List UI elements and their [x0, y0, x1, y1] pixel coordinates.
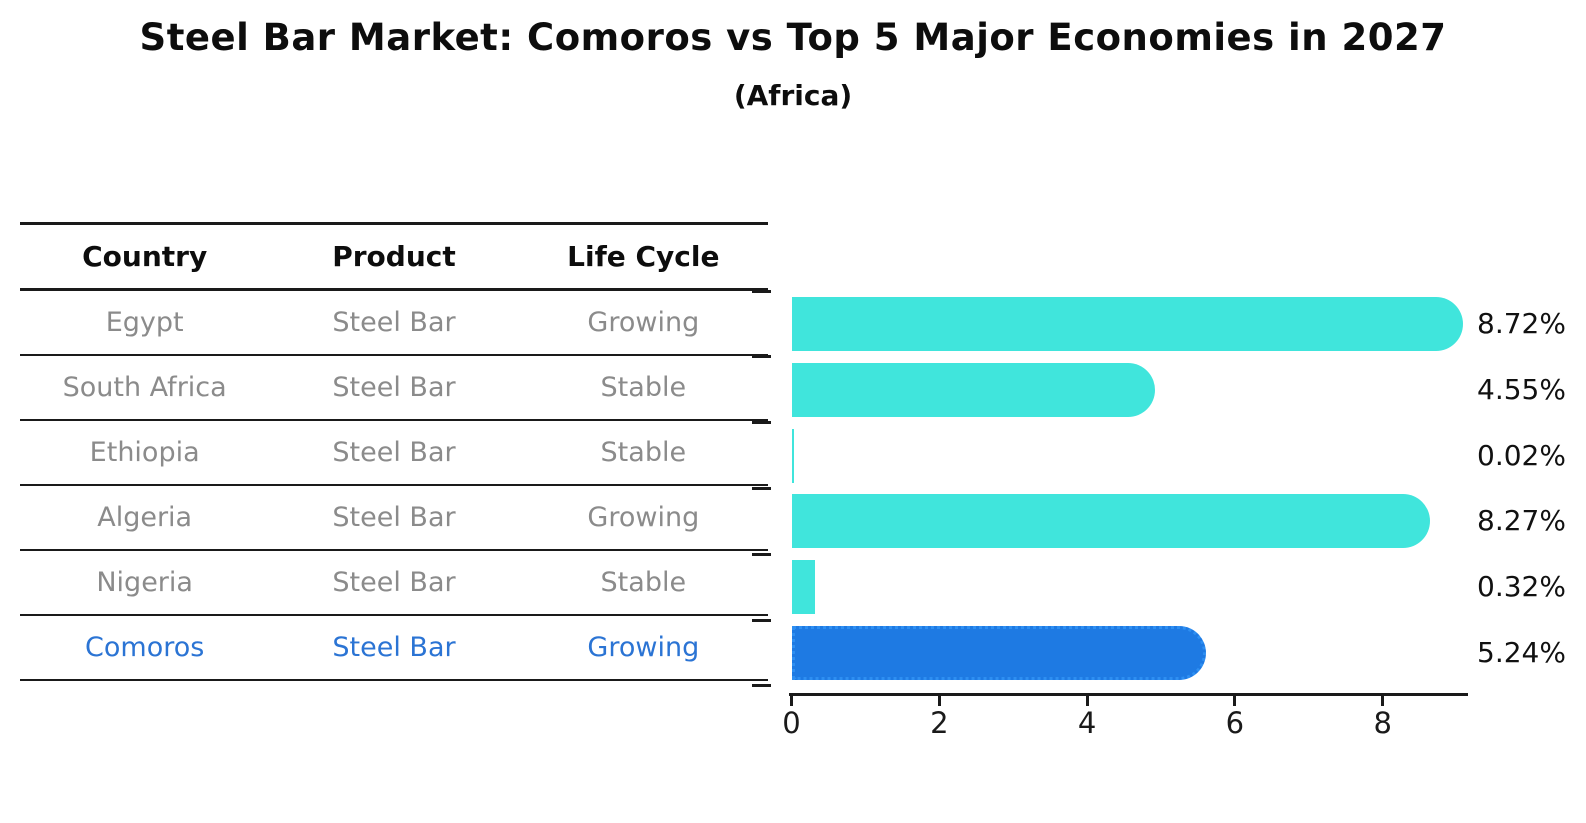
table-row: Ethiopia Steel Bar Stable: [20, 421, 768, 486]
x-axis-tick-label: 2: [930, 706, 949, 740]
value-label: 0.02%: [1477, 438, 1566, 472]
cell-product: Steel Bar: [332, 307, 456, 338]
y-axis-tick: [752, 421, 771, 425]
country-table: Country Product Life Cycle Egypt Steel Ba…: [20, 222, 768, 681]
y-axis-tick: [752, 552, 771, 556]
cell-life-cycle: Stable: [600, 372, 687, 403]
cell-country: Nigeria: [96, 567, 193, 598]
y-axis-tick: [752, 618, 771, 622]
bar-algeria: [791, 494, 1430, 549]
x-axis-tick: [1381, 694, 1385, 706]
x-axis-tick: [937, 694, 941, 706]
y-axis-tick: [752, 487, 771, 490]
table-row: Nigeria Steel Bar Stable: [20, 551, 768, 616]
column-header-product: Product: [332, 240, 456, 273]
cell-country: Algeria: [97, 502, 193, 533]
table-row: South Africa Steel Bar Stable: [20, 356, 768, 421]
cell-country: South Africa: [62, 372, 227, 403]
x-axis-tick: [1233, 694, 1237, 706]
chart-subtitle: (Africa): [733, 79, 853, 112]
y-axis-tick: [752, 684, 771, 688]
bar-south-africa: [791, 362, 1155, 417]
cell-product: Steel Bar: [332, 502, 456, 533]
bar-ethiopia: [791, 428, 794, 483]
value-label: 4.55%: [1477, 372, 1566, 406]
cell-life-cycle: Growing: [587, 307, 700, 338]
cell-country: Ethiopia: [89, 437, 200, 468]
value-label: 5.24%: [1477, 636, 1566, 669]
x-axis-line: [789, 693, 1468, 696]
x-axis-tick-label: 8: [1373, 706, 1392, 740]
table-row: Egypt Steel Bar Growing: [20, 291, 768, 356]
cell-product: Steel Bar: [332, 632, 456, 663]
chart-title: Steel Bar Market: Comoros vs Top 5 Major…: [139, 16, 1447, 59]
value-label: 8.72%: [1477, 307, 1566, 340]
table-row: Algeria Steel Bar Growing: [20, 486, 768, 551]
table-row: Comoros Steel Bar Growing: [20, 616, 768, 681]
cell-product: Steel Bar: [332, 372, 456, 403]
bar-egypt: [791, 297, 1463, 351]
cell-country: Egypt: [105, 307, 184, 338]
y-axis-tick: [752, 289, 771, 293]
cell-product: Steel Bar: [332, 437, 456, 468]
cell-life-cycle: Stable: [600, 437, 687, 468]
column-header-life-cycle: Life Cycle: [567, 240, 720, 273]
cell-country: Comoros: [85, 632, 205, 663]
value-label: 8.27%: [1477, 504, 1566, 538]
cell-life-cycle: Growing: [587, 632, 700, 663]
x-axis-tick-label: 4: [1077, 706, 1097, 740]
x-axis-tick: [790, 694, 793, 706]
value-label: 0.32%: [1477, 570, 1566, 604]
table-header-row: Country Product Life Cycle: [20, 225, 768, 291]
y-axis-tick: [752, 355, 771, 359]
bar-comoros: [791, 626, 1206, 680]
x-axis-tick: [1085, 694, 1089, 706]
column-header-country: Country: [82, 240, 208, 273]
bar-nigeria: [791, 560, 816, 615]
x-axis-tick-label: 6: [1225, 706, 1245, 740]
cell-life-cycle: Stable: [600, 567, 687, 598]
x-axis-tick-label: 0: [782, 706, 801, 740]
cell-life-cycle: Growing: [587, 502, 700, 533]
cell-product: Steel Bar: [332, 567, 456, 598]
